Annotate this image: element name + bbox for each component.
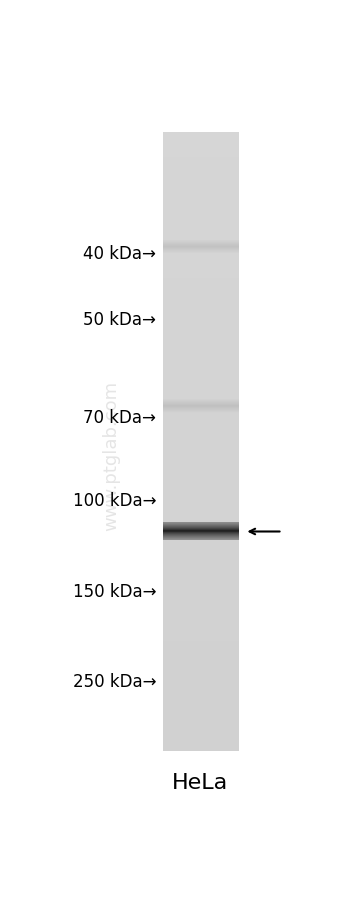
Text: 40 kDa→: 40 kDa→ (83, 245, 156, 263)
Text: 150 kDa→: 150 kDa→ (73, 582, 156, 600)
Text: 70 kDa→: 70 kDa→ (83, 409, 156, 427)
Text: 100 kDa→: 100 kDa→ (73, 492, 156, 510)
Text: www.ptglab.com: www.ptglab.com (103, 381, 120, 530)
Text: 250 kDa→: 250 kDa→ (73, 672, 156, 690)
Text: HeLa: HeLa (172, 772, 228, 792)
Text: 50 kDa→: 50 kDa→ (83, 311, 156, 329)
